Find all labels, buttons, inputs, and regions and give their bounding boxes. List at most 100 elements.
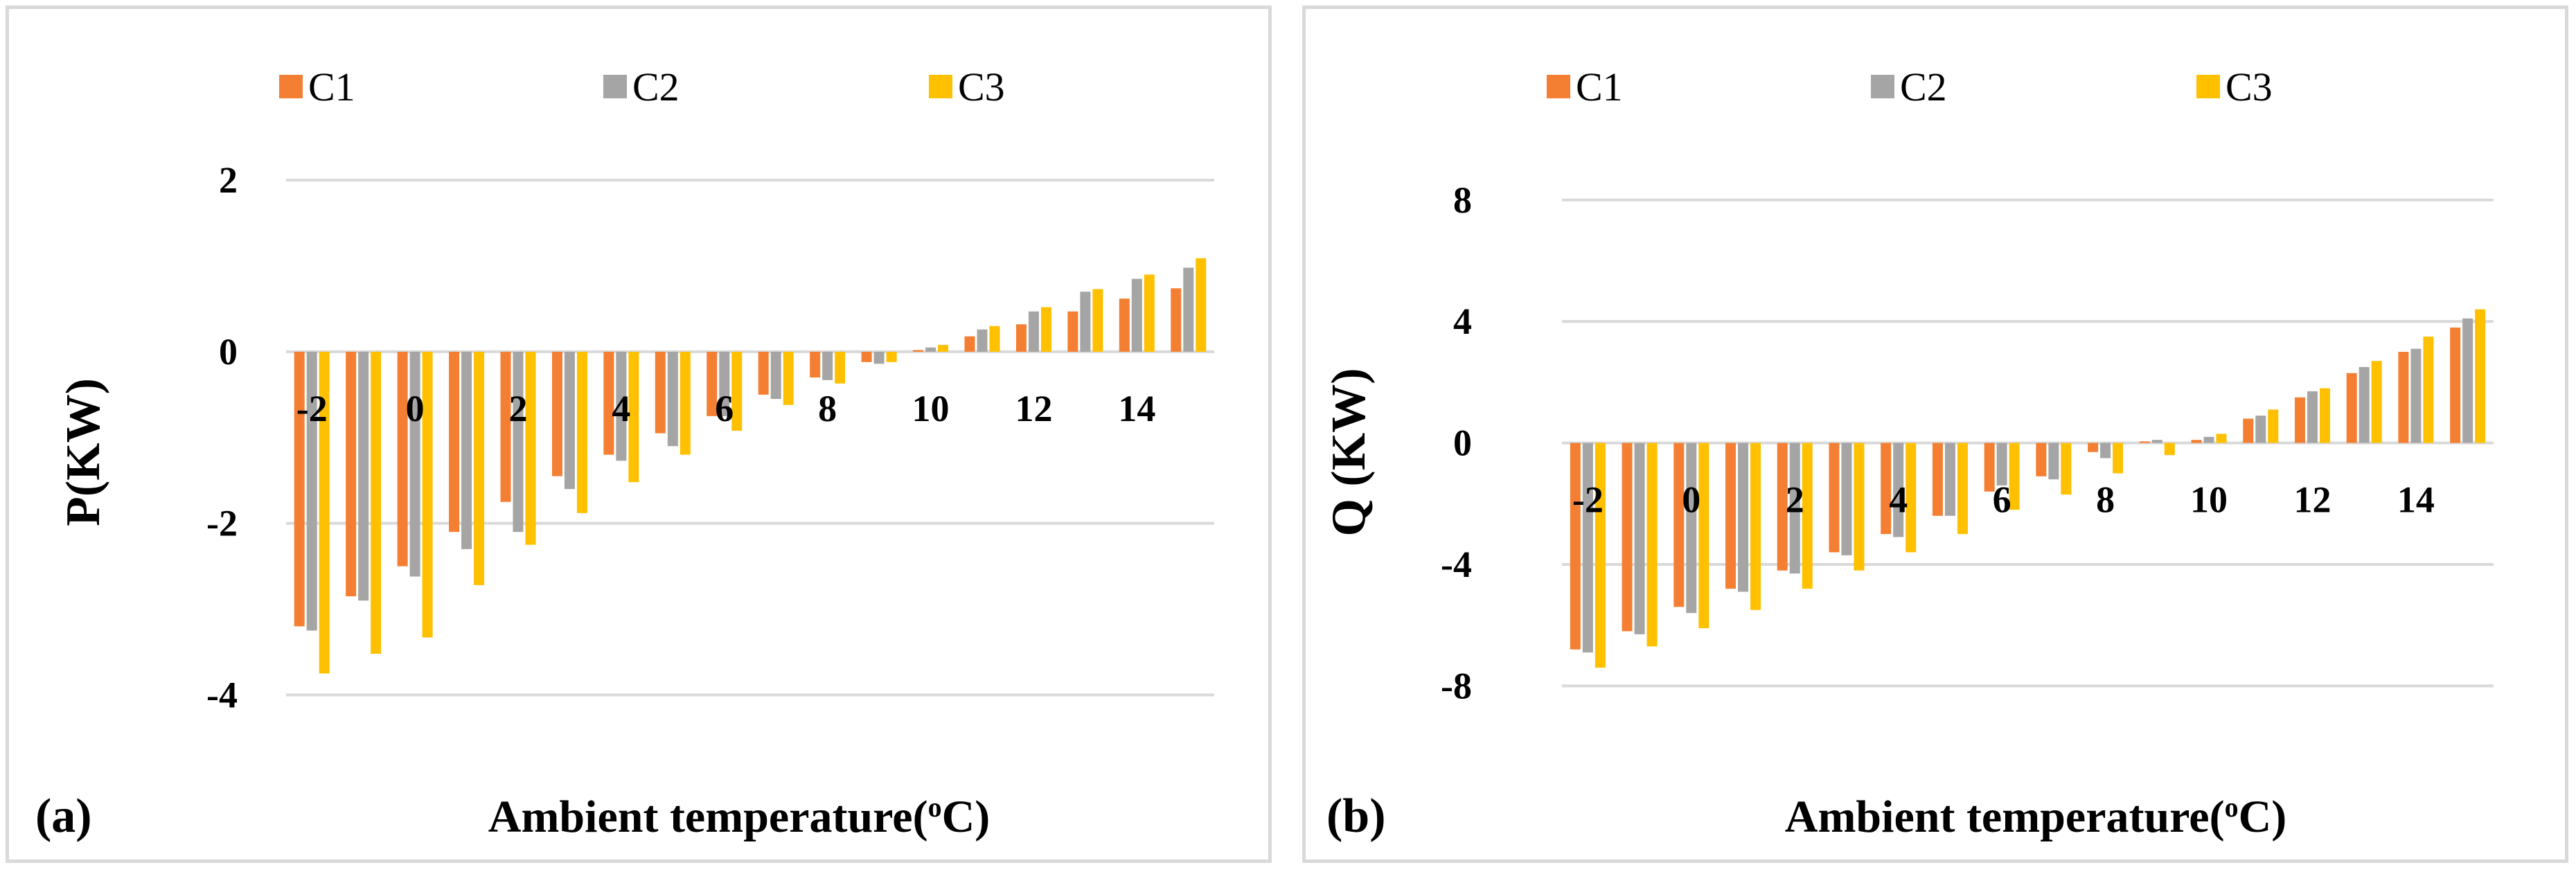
bar-c3 bbox=[1957, 443, 1968, 535]
x-tick-label: -2 bbox=[296, 388, 328, 429]
bar-c2 bbox=[2462, 318, 2473, 443]
bar-c2 bbox=[873, 351, 885, 364]
bar-c3 bbox=[783, 351, 794, 405]
x-tick-label: 14 bbox=[1118, 388, 1155, 429]
bar-c1 bbox=[500, 351, 511, 502]
bar-c3 bbox=[1595, 443, 1606, 668]
bar-c3 bbox=[679, 351, 691, 455]
bar-c2 bbox=[564, 351, 575, 490]
bar-c1 bbox=[1067, 311, 1078, 352]
x-axis-label-sup: o bbox=[928, 792, 942, 823]
bar-c1 bbox=[551, 351, 562, 476]
bar-c2 bbox=[1841, 443, 1852, 555]
bar-c2 bbox=[1028, 311, 1039, 352]
bar-c2 bbox=[1893, 443, 1904, 537]
bar-c2 bbox=[977, 329, 988, 352]
bar-c2 bbox=[2410, 348, 2422, 443]
bar-c2 bbox=[513, 351, 524, 533]
legend-c1-swatch bbox=[279, 75, 303, 98]
bar-c1 bbox=[1570, 443, 1581, 650]
bar-c2 bbox=[1996, 443, 2007, 485]
bar-c2 bbox=[1789, 443, 1800, 574]
bar-c3 bbox=[1646, 443, 1658, 647]
bar-c2 bbox=[667, 351, 678, 447]
y-tick-label: -8 bbox=[1441, 665, 1472, 706]
bar-c1 bbox=[2398, 352, 2409, 443]
bar-c1 bbox=[2139, 441, 2150, 443]
x-tick-label: 8 bbox=[818, 388, 837, 429]
x-axis-label-text: Ambient temperature( bbox=[1785, 792, 2225, 842]
x-axis-label-end: C) bbox=[2239, 792, 2287, 842]
bar-c3 bbox=[371, 351, 382, 654]
legend-c1-swatch bbox=[1547, 75, 1570, 98]
bar-c1 bbox=[1984, 443, 1995, 492]
bar-c1 bbox=[1673, 443, 1685, 607]
bar-c3 bbox=[1906, 443, 1917, 553]
x-tick-label: 2 bbox=[1786, 479, 1804, 521]
bar-c3 bbox=[525, 351, 536, 545]
y-axis-label: Q (KW) bbox=[1322, 368, 1376, 536]
bar-c1 bbox=[707, 351, 718, 416]
bar-c2 bbox=[2255, 416, 2266, 443]
bar-c1 bbox=[1777, 443, 1788, 571]
bar-c3 bbox=[1144, 274, 1155, 352]
bar-c3 bbox=[474, 351, 485, 585]
panel-label: (b) bbox=[1326, 790, 1386, 843]
bar-c2 bbox=[1634, 443, 1645, 634]
y-tick-label: 8 bbox=[1453, 179, 1472, 221]
bar-c1 bbox=[2346, 373, 2357, 443]
bar-c1 bbox=[294, 351, 305, 627]
x-tick-label: 12 bbox=[1015, 388, 1052, 429]
x-tick-label: -2 bbox=[1572, 479, 1604, 521]
bar-c1 bbox=[655, 351, 666, 434]
bar-c1 bbox=[1932, 443, 1943, 516]
bar-c3 bbox=[2371, 361, 2382, 443]
bar-c3 bbox=[2216, 434, 2227, 443]
bar-c1 bbox=[1119, 298, 1130, 352]
x-tick-label: 8 bbox=[2096, 479, 2115, 521]
bar-c3 bbox=[989, 325, 1000, 352]
panel-label: (a) bbox=[35, 790, 92, 843]
y-tick-label: -4 bbox=[1441, 544, 1472, 585]
bar-c3 bbox=[938, 345, 949, 352]
legend-c3-label: C3 bbox=[958, 64, 1005, 109]
x-axis-label-text: Ambient temperature( bbox=[488, 792, 928, 842]
bar-c1 bbox=[2088, 443, 2099, 452]
bar-c2 bbox=[2307, 391, 2318, 443]
bar-c3 bbox=[2009, 443, 2020, 510]
bar-c3 bbox=[1092, 289, 1103, 352]
bar-c2 bbox=[1183, 267, 1194, 352]
legend-c2-swatch bbox=[603, 75, 627, 98]
y-tick-label: 0 bbox=[219, 331, 238, 373]
bar-c3 bbox=[2475, 309, 2486, 443]
bar-c3 bbox=[886, 351, 897, 362]
legend-c1-label: C1 bbox=[308, 64, 355, 109]
bar-c1 bbox=[1015, 324, 1027, 352]
x-tick-label: 0 bbox=[406, 388, 425, 429]
y-tick-label: 4 bbox=[1453, 301, 1472, 342]
x-tick-label: 10 bbox=[912, 388, 950, 429]
legend-c2-label: C2 bbox=[632, 64, 679, 109]
bar-c3 bbox=[2319, 388, 2330, 443]
bar-c1 bbox=[2450, 327, 2461, 443]
x-tick-label: 12 bbox=[2293, 479, 2331, 521]
bar-c3 bbox=[1040, 307, 1051, 352]
x-tick-label: 2 bbox=[509, 388, 528, 429]
bar-c2 bbox=[2100, 443, 2111, 458]
x-tick-label: 6 bbox=[715, 388, 734, 429]
bar-c3 bbox=[2164, 443, 2175, 456]
bar-c2 bbox=[2359, 366, 2370, 443]
bar-c1 bbox=[913, 350, 924, 352]
x-tick-label: 4 bbox=[1889, 479, 1908, 521]
bar-c2 bbox=[1686, 443, 1697, 614]
bar-c1 bbox=[2243, 418, 2254, 443]
y-axis-label: P(KW) bbox=[57, 378, 110, 526]
bar-c1 bbox=[1829, 443, 1840, 553]
bar-c2 bbox=[616, 351, 627, 461]
bar-c2 bbox=[306, 351, 317, 631]
x-axis-label: Ambient temperature(oC) bbox=[488, 792, 990, 843]
bar-c1 bbox=[449, 351, 460, 533]
legend-c3-swatch bbox=[929, 75, 952, 98]
bar-c1 bbox=[2191, 440, 2202, 443]
x-tick-label: 10 bbox=[2190, 479, 2228, 521]
